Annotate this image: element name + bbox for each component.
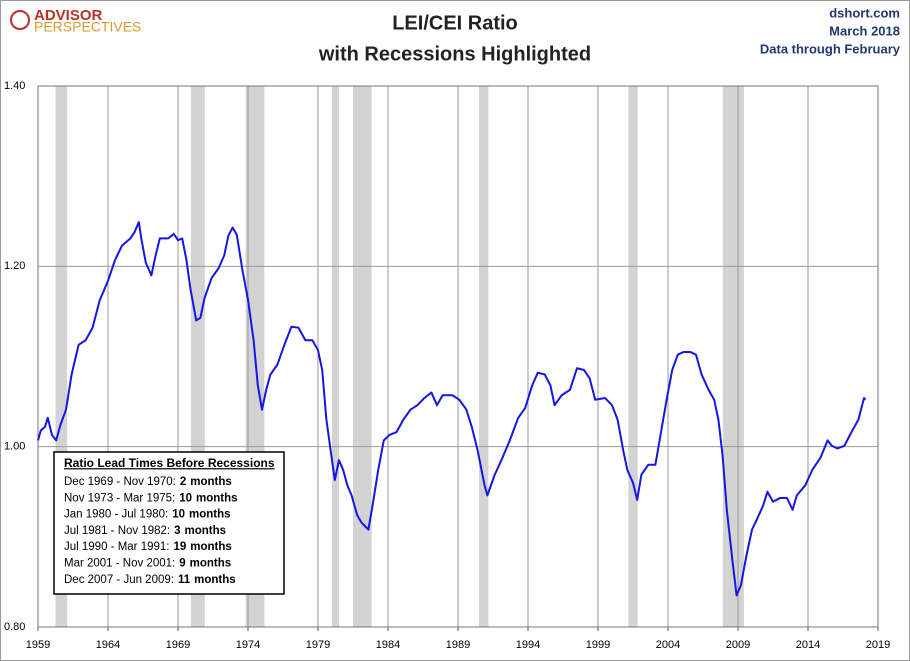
y-tick-label: 0.80 xyxy=(4,621,25,633)
recession-band xyxy=(722,86,744,627)
data-line xyxy=(37,221,867,597)
x-tick-label: 1969 xyxy=(166,639,190,651)
source: dshort.com xyxy=(829,5,900,20)
recession-band xyxy=(353,86,372,627)
annotation-row: Jan 1980 - Jul 1980: 10 months xyxy=(64,509,231,521)
row-range: Jul 1981 - Nov 1982: xyxy=(64,525,170,537)
row-range: Dec 1969 - Nov 1970: xyxy=(64,476,176,488)
row-lead: 10 xyxy=(172,509,185,521)
row-lead: 9 xyxy=(179,558,185,570)
logo-bottom: PERSPECTIVES xyxy=(34,19,141,35)
y-tick-label: 1.20 xyxy=(4,260,25,272)
chart-title: LEI/CEI Ratio xyxy=(392,12,518,34)
row-range: Mar 2001 - Nov 2001: xyxy=(64,558,175,570)
annotation-row: Jul 1990 - Mar 1991: 19 months xyxy=(64,541,232,553)
annotation-row: Dec 1969 - Nov 1970: 2 months xyxy=(64,476,232,488)
recession-band xyxy=(55,86,68,627)
row-lead: 2 xyxy=(180,476,186,488)
x-tick-label: 1999 xyxy=(586,639,610,651)
y-tick-label: 1.40 xyxy=(4,80,25,92)
row-range: Nov 1973 - Mar 1975: xyxy=(64,492,175,504)
annotation-row: Mar 2001 - Nov 2001: 9 months xyxy=(64,558,231,570)
x-tick-label: 2009 xyxy=(726,639,750,651)
row-unit: months xyxy=(189,509,231,521)
annotation-row: Nov 1973 - Mar 1975: 10 months xyxy=(64,492,238,504)
row-unit: months xyxy=(196,492,238,504)
x-tick-label: 2019 xyxy=(866,639,890,651)
x-tick-label: 1989 xyxy=(446,639,470,651)
row-unit: months xyxy=(190,558,232,570)
row-lead: 11 xyxy=(178,574,191,586)
x-tick-label: 1984 xyxy=(376,639,400,651)
logo-top: ADVISOR xyxy=(34,7,103,24)
plot-border xyxy=(37,85,879,628)
recession-band xyxy=(332,86,339,627)
recession-band xyxy=(628,86,638,627)
x-tick-label: 1974 xyxy=(236,639,260,651)
row-lead: 19 xyxy=(173,541,186,553)
date: March 2018 xyxy=(829,23,900,38)
row-range: Jul 1990 - Mar 1991: xyxy=(64,541,169,553)
y-tick-label: 1.00 xyxy=(4,441,25,453)
row-unit: months xyxy=(185,525,227,537)
row-range: Jan 1980 - Jul 1980: xyxy=(64,509,168,521)
x-tick-label: 1964 xyxy=(96,639,120,651)
x-tick-label: 2004 xyxy=(656,639,680,651)
chart-subtitle: with Recessions Highlighted xyxy=(318,43,591,65)
recession-band xyxy=(479,86,489,627)
annotation-row: Jul 1981 - Nov 1982: 3 months xyxy=(64,525,226,537)
x-tick-label: 2014 xyxy=(796,639,820,651)
row-range: Dec 2007 - Jun 2009: xyxy=(64,574,174,586)
x-tick-label: 1959 xyxy=(26,639,50,651)
row-unit: months xyxy=(190,476,232,488)
row-lead: 3 xyxy=(174,525,180,537)
annotation-title: Ratio Lead Times Before Recessions xyxy=(64,456,275,470)
x-tick-label: 1979 xyxy=(306,639,330,651)
data-note: Data through February xyxy=(760,41,901,56)
annotation-box xyxy=(53,451,285,595)
row-unit: months xyxy=(194,574,236,586)
logo-icon xyxy=(10,10,30,30)
annotation-row: Dec 2007 - Jun 2009: 11 months xyxy=(64,574,236,586)
row-lead: 10 xyxy=(179,492,192,504)
row-unit: months xyxy=(190,541,232,553)
x-tick-label: 1994 xyxy=(516,639,540,651)
